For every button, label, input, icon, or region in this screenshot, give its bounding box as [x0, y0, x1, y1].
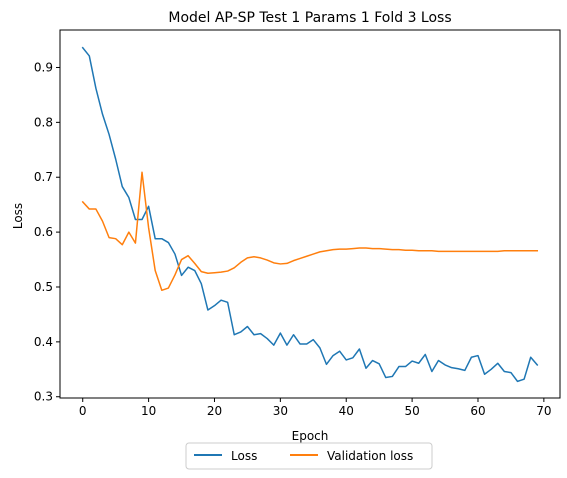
- y-tick-label: 0.4: [34, 335, 53, 349]
- legend: Loss Validation loss: [185, 442, 433, 470]
- x-tick-label: 20: [207, 404, 222, 418]
- y-axis-ticks: 0.3 0.4 0.5 0.6 0.7 0.8 0.9: [34, 60, 60, 404]
- series-layer: [81, 46, 539, 383]
- x-tick-label: 50: [404, 404, 419, 418]
- x-tick-label: 30: [273, 404, 288, 418]
- y-tick-label: 0.8: [34, 115, 53, 129]
- y-tick-label: 0.9: [34, 60, 53, 74]
- y-axis-label: Loss: [11, 203, 25, 229]
- y-tick-label: 0.3: [34, 390, 53, 404]
- legend-label-loss: Loss: [231, 449, 257, 463]
- x-tick-label: 40: [339, 404, 354, 418]
- y-tick-label: 0.7: [34, 170, 53, 184]
- x-tick-label: 10: [141, 404, 156, 418]
- series-line-loss: [81, 46, 539, 383]
- y-tick-label: 0.6: [34, 225, 53, 239]
- x-axis-ticks: 0 10 20 30 40 50 60 70: [79, 398, 552, 418]
- legend-label-validation-loss: Validation loss: [327, 449, 413, 463]
- series-line-validation-loss: [81, 171, 539, 292]
- x-tick-label: 60: [470, 404, 485, 418]
- chart-title: Model AP-SP Test 1 Params 1 Fold 3 Loss: [168, 10, 451, 26]
- x-tick-label: 0: [79, 404, 87, 418]
- y-tick-label: 0.5: [34, 280, 53, 294]
- x-tick-label: 70: [536, 404, 551, 418]
- plot-frame: [59, 29, 561, 399]
- x-axis-label: Epoch: [292, 429, 329, 443]
